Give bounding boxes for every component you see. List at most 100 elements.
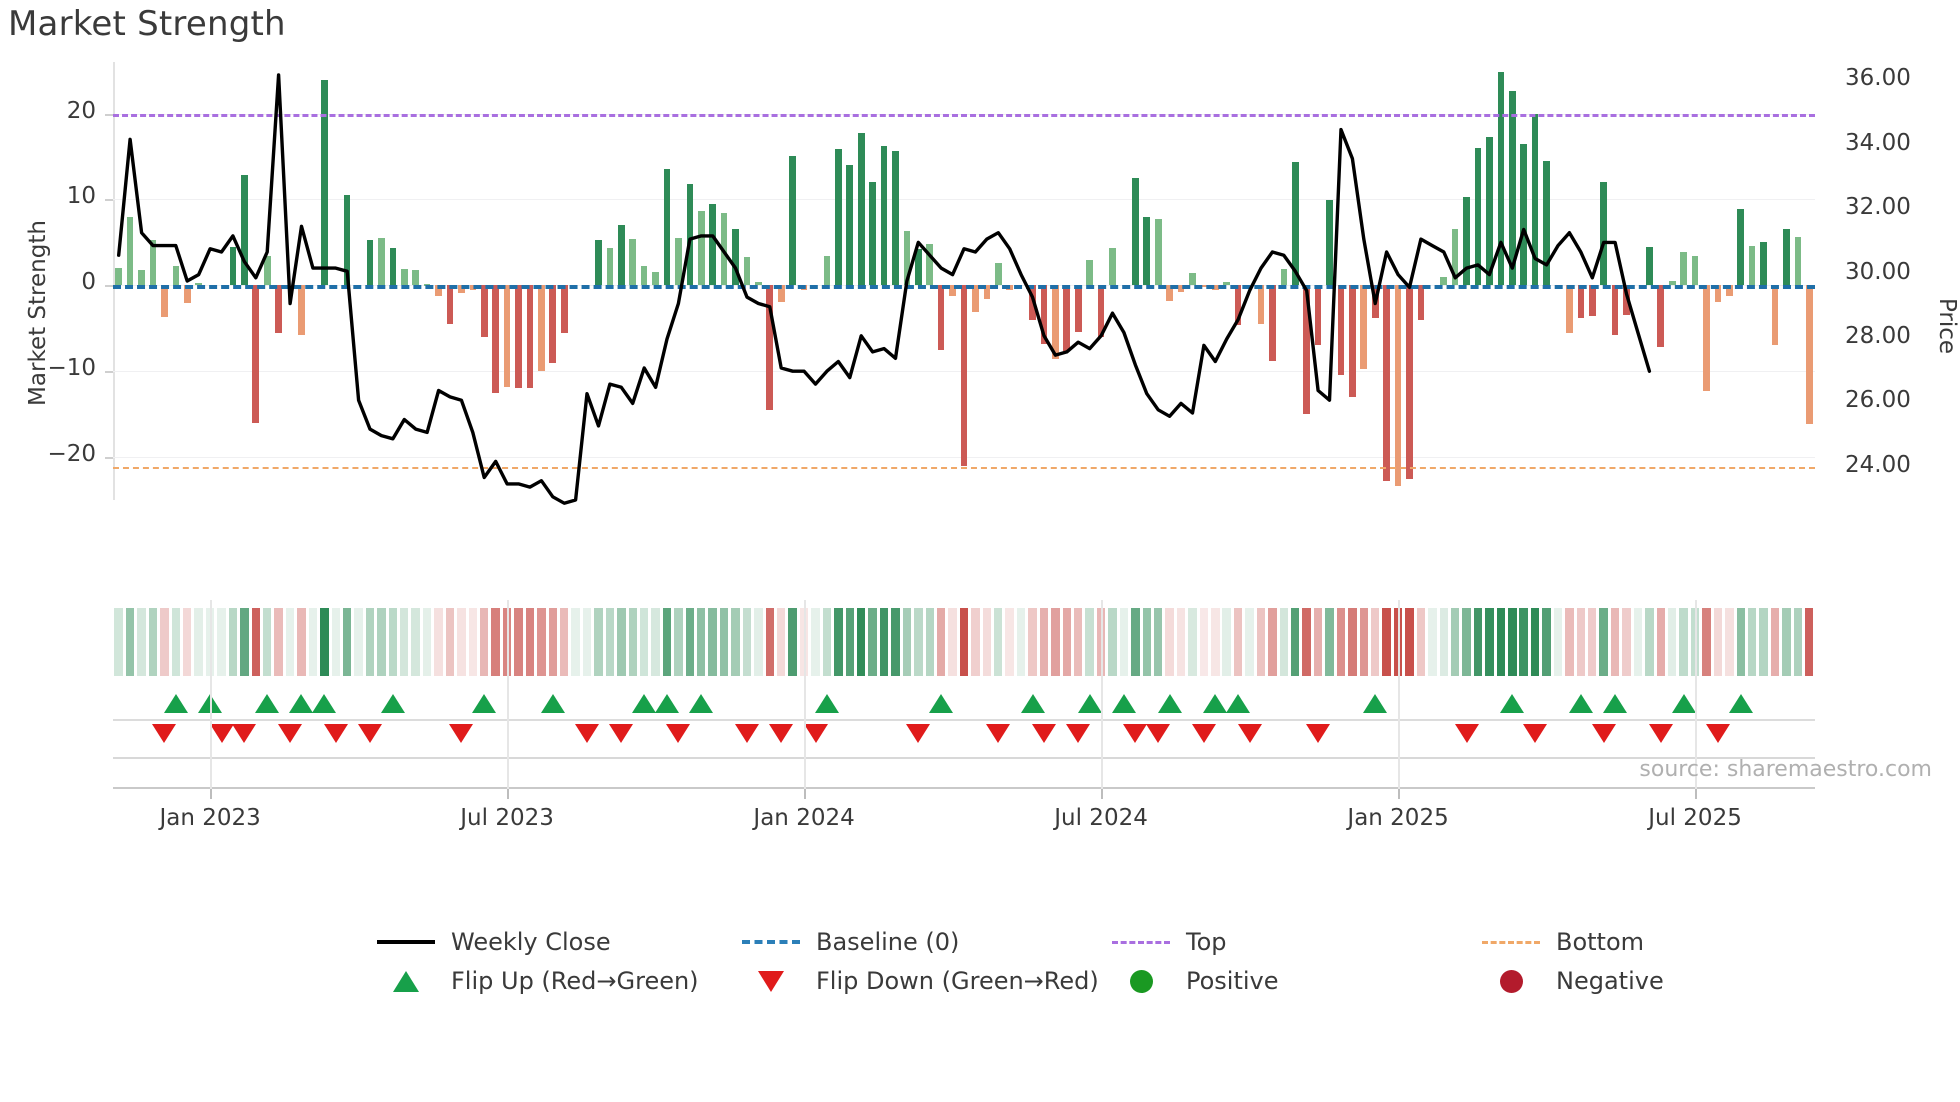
bar (1794, 237, 1802, 286)
bar (1486, 136, 1493, 286)
heat-cell (1610, 608, 1620, 676)
heat-cell (228, 608, 238, 676)
y-axis-right-tick-label: 28.00 (1845, 322, 1911, 349)
legend-key (1480, 940, 1542, 944)
heat-cell (1291, 608, 1300, 676)
bar (366, 239, 374, 286)
bar (755, 281, 762, 286)
y-axis-right-tick-label: 30.00 (1845, 258, 1911, 285)
flip-up-marker (312, 694, 337, 713)
heat-cell (1462, 608, 1471, 676)
legend-item[interactable]: Baseline (0) (740, 925, 959, 959)
x-axis-tick-mark (804, 789, 806, 799)
bar (789, 156, 796, 286)
flip-down-marker (1523, 724, 1548, 743)
heat-cell (114, 608, 123, 676)
x-axis-tick-mark (507, 789, 509, 799)
legend-label: Baseline (0) (816, 928, 960, 956)
bar (115, 268, 123, 286)
heat-cell (1496, 608, 1506, 676)
bar (241, 175, 248, 286)
bar (1657, 285, 1665, 348)
heat-cell (1553, 608, 1563, 676)
legend-item[interactable]: Flip Down (Green→Red) (740, 964, 1099, 998)
heat-cell (308, 608, 318, 676)
y-axis-left-tick-label: 0 (81, 269, 96, 296)
heat-cell (1702, 608, 1711, 676)
bar (549, 285, 557, 363)
heat-cell (891, 608, 900, 676)
x-axis-tick-label: Jan 2025 (1347, 805, 1449, 831)
flip-down-marker (449, 724, 474, 743)
bar (1543, 160, 1550, 286)
weekly-close-line (116, 73, 1652, 505)
legend-item[interactable]: Positive (1110, 964, 1279, 998)
heat-cell (925, 608, 934, 676)
heat-cell (1393, 608, 1403, 676)
heat-cell (537, 608, 546, 676)
bar (949, 285, 956, 296)
bar (1646, 246, 1653, 286)
bar (263, 256, 271, 286)
heat-cell (1279, 608, 1289, 676)
y-axis-right-tick-label: 26.00 (1845, 387, 1911, 414)
bar (1760, 242, 1767, 286)
bar (1132, 177, 1139, 286)
chart-legend: Weekly Close Baseline (0) Top Bottom Flip Up… (0, 925, 1960, 1045)
bar (446, 285, 454, 324)
heat-cell (1382, 608, 1391, 676)
heat-cell (1016, 608, 1026, 676)
bar (378, 238, 385, 286)
heat-cell (1805, 608, 1814, 676)
heat-cell (1736, 608, 1745, 676)
legend-key (375, 940, 437, 944)
flip-up-marker (655, 694, 679, 713)
flip-down-marker (1191, 724, 1216, 743)
bar (640, 266, 648, 286)
bar (1337, 285, 1345, 376)
bar (1052, 285, 1059, 360)
bar (1234, 285, 1242, 325)
heat-cell (868, 608, 877, 676)
y-axis-left-tick-label: 10 (66, 183, 96, 210)
heat-cell (1359, 608, 1368, 676)
bar (743, 256, 751, 286)
heat-cell (365, 608, 375, 676)
bar (1383, 285, 1390, 482)
legend-item[interactable]: Weekly Close (375, 925, 611, 959)
bar (1691, 256, 1699, 286)
flip-up-marker (163, 694, 188, 713)
bar (1508, 91, 1516, 286)
heat-cell (994, 608, 1003, 676)
heat-cell (1313, 608, 1323, 676)
heat-cell (685, 608, 695, 676)
legend-item[interactable]: Bottom (1480, 925, 1644, 959)
heat-cell (1622, 608, 1631, 676)
legend-item[interactable]: Negative (1480, 964, 1664, 998)
heat-cell (480, 608, 489, 676)
y-axis-tick-mark (105, 371, 113, 374)
bar (823, 256, 831, 286)
heat-cell (1588, 608, 1597, 676)
heat-cell (708, 608, 717, 676)
bar (343, 195, 351, 286)
x-axis-tick-mark (1695, 789, 1697, 799)
legend-item[interactable]: Top (1110, 925, 1227, 959)
flip-down-marker (1123, 724, 1148, 743)
flip-up-marker (1671, 694, 1696, 713)
strength-heat-strip (113, 608, 1815, 676)
heat-cell (628, 608, 637, 676)
x-axis-tick-mark (210, 789, 212, 799)
bar (252, 285, 260, 423)
heat-cell (594, 608, 603, 676)
bar (1531, 114, 1539, 286)
legend-key (740, 970, 802, 992)
heat-cell (525, 608, 535, 676)
heat-cell (1473, 608, 1483, 676)
bar (1223, 281, 1231, 286)
solid-line-icon (377, 940, 435, 944)
heat-cell (731, 608, 740, 676)
legend-key (1480, 969, 1542, 993)
heat-cell (1039, 608, 1049, 676)
legend-item[interactable]: Flip Up (Red→Green) (375, 964, 699, 998)
